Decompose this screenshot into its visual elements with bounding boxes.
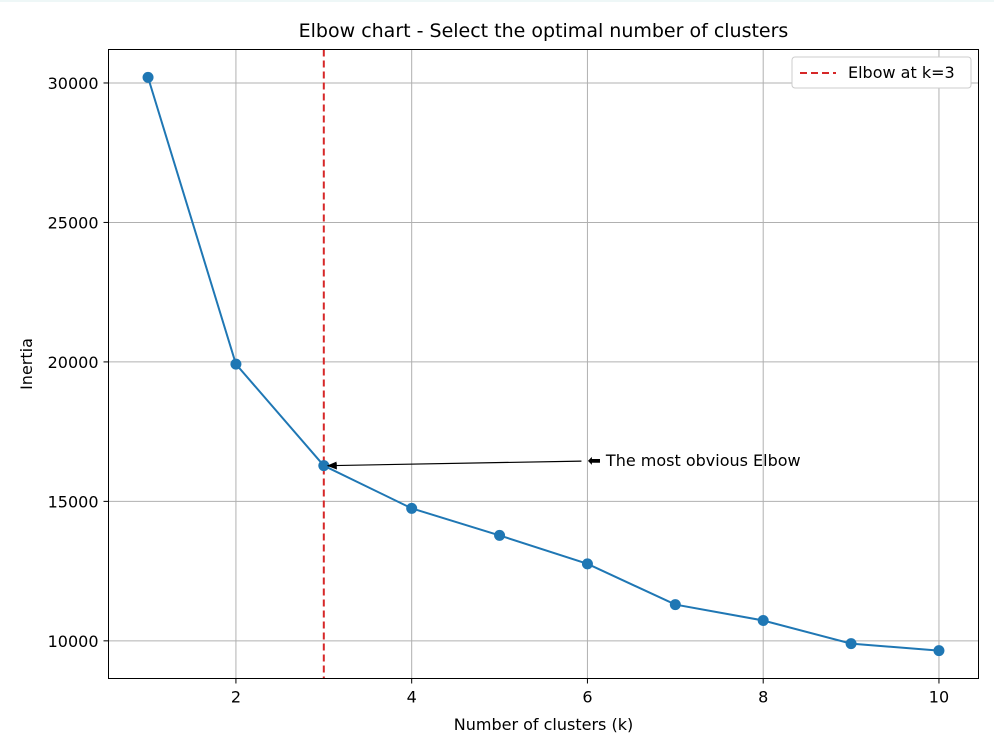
y-axis-ticks: 10000 15000 20000 25000 30000	[48, 74, 109, 651]
y-tick-label: 30000	[48, 74, 99, 93]
y-tick-label: 25000	[48, 213, 99, 232]
data-point	[581, 558, 593, 570]
legend: Elbow at k=3	[791, 56, 972, 89]
x-tick-label: 2	[231, 688, 241, 707]
chart-title: Elbow chart - Select the optimal number …	[299, 20, 789, 42]
data-points	[142, 71, 945, 657]
data-point	[933, 645, 945, 657]
data-point	[845, 638, 857, 650]
x-tick-label: 6	[582, 688, 592, 707]
x-tick-label: 4	[407, 688, 417, 707]
y-tick-label: 10000	[48, 632, 99, 651]
x-axis-ticks: 2 4 6 8 10	[231, 678, 949, 707]
x-tick-label: 8	[758, 688, 768, 707]
top-edge-line	[0, 0, 994, 2]
data-point	[669, 599, 681, 611]
data-point	[494, 529, 506, 541]
data-point	[757, 614, 769, 626]
y-axis-label: Inertia	[17, 338, 36, 390]
data-point	[318, 460, 330, 472]
series-line	[147, 77, 940, 652]
y-tick-label: 15000	[48, 492, 99, 511]
annotation-text: ⬅ The most obvious Elbow	[587, 451, 800, 470]
data-point	[142, 71, 154, 83]
annotation-arrow	[326, 460, 582, 470]
x-axis-label: Number of clusters (k)	[454, 715, 633, 734]
x-tick-label: 10	[929, 688, 949, 707]
y-tick-label: 20000	[48, 353, 99, 372]
plot-frame	[108, 49, 979, 679]
legend-label: Elbow at k=3	[848, 63, 955, 82]
legend-box	[791, 56, 972, 89]
data-point	[406, 502, 418, 514]
data-point	[230, 358, 242, 370]
